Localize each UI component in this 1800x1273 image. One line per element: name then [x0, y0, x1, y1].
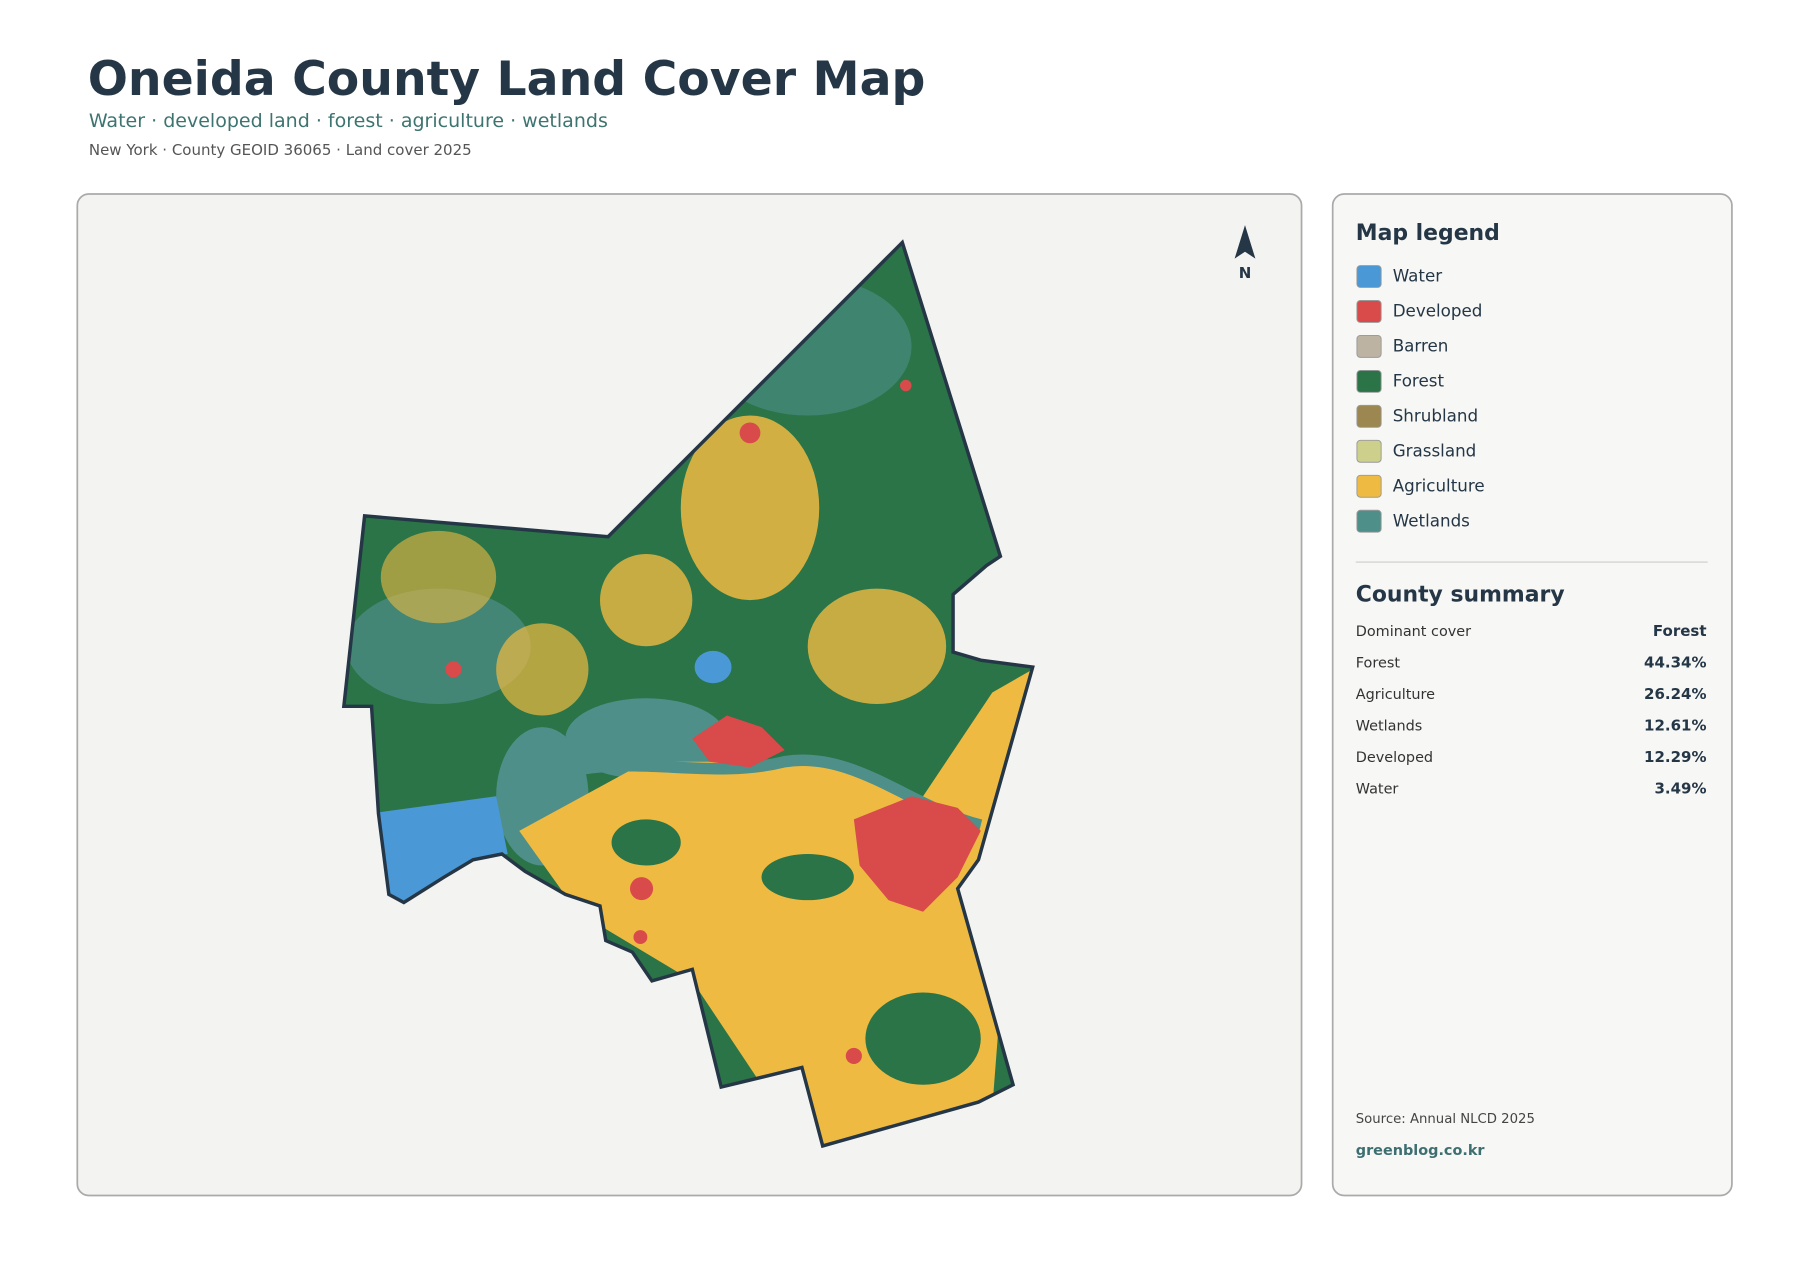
subtitle: Water · developed land · forest · agricu…	[89, 110, 608, 132]
legend-label: Grassland	[1393, 441, 1477, 461]
legend-swatch	[1356, 509, 1382, 533]
summary-label: Forest	[1356, 655, 1401, 671]
legend-swatch	[1356, 369, 1382, 393]
legend-label: Agriculture	[1393, 475, 1485, 495]
legend-label: Wetlands	[1393, 510, 1470, 530]
source: Source: Annual NLCD 2025	[1356, 1112, 1535, 1127]
summary-value: 12.61%	[1644, 716, 1706, 734]
legend-label: Shrubland	[1393, 406, 1478, 426]
forest-patches	[611, 663, 981, 1085]
summary-label: Wetlands	[1356, 718, 1423, 734]
legend-label: Forest	[1393, 371, 1445, 391]
legend-swatch	[1356, 300, 1382, 323]
developed-areas	[445, 379, 981, 1064]
site: greenblog.co.kr	[1356, 1143, 1486, 1159]
side-panel	[1331, 193, 1733, 1197]
meta: New York · County GEOID 36065 · Land cov…	[89, 141, 472, 159]
north-label: N	[1239, 264, 1252, 282]
water-bodies	[369, 650, 732, 903]
legend: Water Developed Barren Forest Shrubland Grass…	[1356, 265, 1485, 533]
title: Oneida County Land Cover Map	[88, 52, 926, 107]
legend-swatch	[1356, 404, 1382, 428]
summary-label: Agriculture	[1356, 687, 1435, 703]
summary-value: 44.34%	[1644, 653, 1706, 671]
legend-title: Map legend	[1356, 221, 1500, 246]
legend-label: Barren	[1393, 336, 1449, 356]
legend-swatch	[1356, 439, 1382, 463]
summary-value: 26.24%	[1644, 685, 1706, 703]
summary-label: Developed	[1356, 750, 1433, 766]
summary-label: Water	[1356, 781, 1399, 797]
summary: Dominant cover Forest Forest 44.34% Agricult…	[1356, 622, 1707, 798]
summary-value: 3.49%	[1654, 779, 1706, 797]
summary-value: 12.29%	[1644, 748, 1706, 766]
summary-label: Dominant cover	[1356, 624, 1471, 640]
legend-label: Developed	[1393, 301, 1483, 321]
summary-title: County summary	[1356, 582, 1565, 607]
legend-swatch	[1356, 474, 1382, 498]
legend-swatch	[1356, 335, 1382, 358]
north-arrow	[1234, 225, 1256, 259]
legend-swatch	[1356, 265, 1382, 288]
summary-value: Forest	[1653, 622, 1707, 640]
legend-label: Water	[1393, 266, 1443, 286]
